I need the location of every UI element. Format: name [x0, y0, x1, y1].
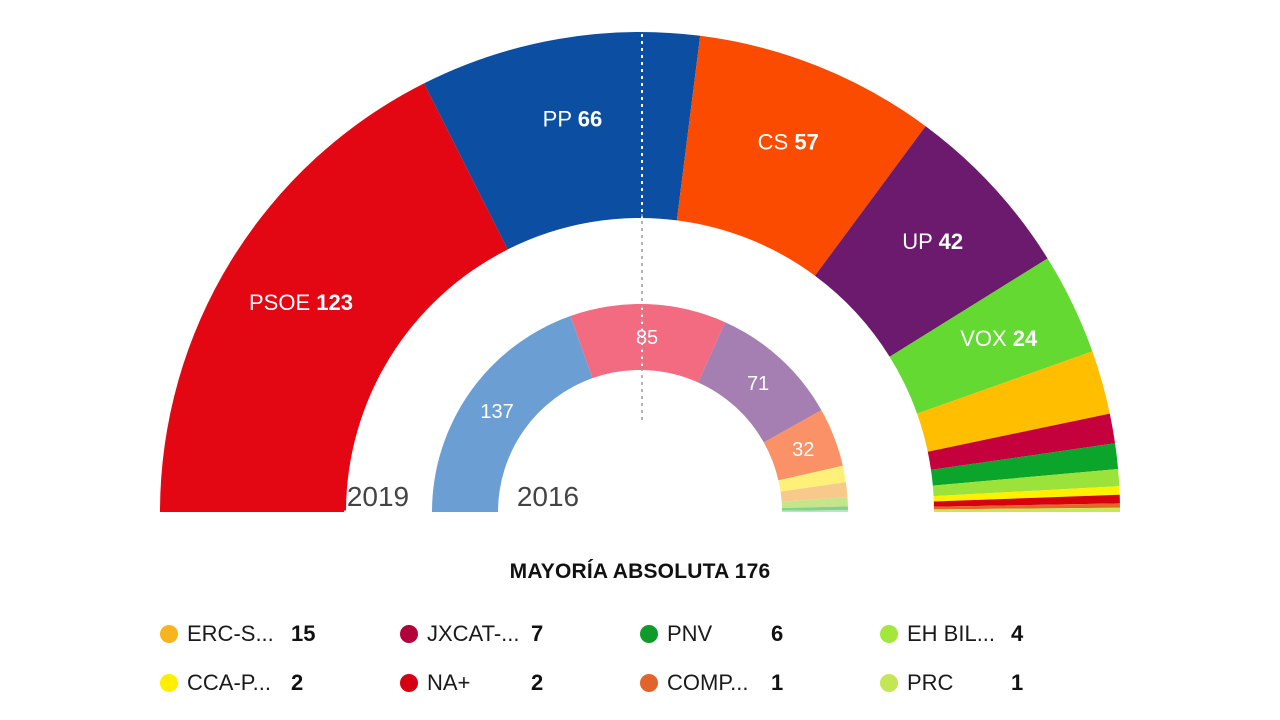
legend-swatch [160, 674, 178, 692]
segment-value: 137 [480, 401, 513, 423]
legend-seat-count: 7 [531, 621, 544, 646]
legend-item: PRC 1 [880, 669, 1041, 697]
legend-seat-count: 6 [771, 621, 784, 646]
segment-label-2019-1: PP 66 [543, 107, 603, 132]
legend-swatch [640, 625, 658, 643]
segment-name: UP [902, 229, 938, 254]
segment-label-2016-0: 137 [480, 401, 513, 423]
seat-segment-2016-4 [778, 465, 846, 492]
segment-value: 123 [316, 290, 353, 315]
legend-party-name: PRC [907, 670, 954, 695]
legend-seat-count: 1 [1011, 670, 1024, 695]
seat-segment-2016-1 [570, 304, 726, 383]
year-label-2019: 2019 [347, 481, 409, 512]
seat-segment-2019-9 [933, 486, 1120, 502]
legend-swatch [400, 625, 418, 643]
legend-item: ERC-S... 15 [160, 620, 321, 648]
seat-segment-2019-11 [933, 503, 1120, 510]
segment-value: 66 [578, 107, 602, 132]
legend-party-name: CCA-P... [187, 670, 271, 695]
legend-party-name: ERC-S... [187, 621, 274, 646]
segment-label-2016-1: 85 [636, 327, 658, 349]
legend-party-name: JXCAT-... [427, 621, 520, 646]
seat-segment-2016-8 [781, 510, 848, 512]
seat-segment-2019-5 [917, 351, 1110, 452]
legend-item: EH BIL... 4 [880, 620, 1041, 648]
year-label-2016: 2016 [517, 481, 579, 512]
legend-party-name: EH BIL... [907, 621, 996, 646]
hemicycle-svg: PSOE 123 PP 66 CS 57 UP 42 VOX 24 2019 137 85 71… [160, 31, 1120, 514]
segment-value: 71 [747, 373, 769, 395]
seat-segment-2019-12 [933, 507, 1120, 512]
seat-segment-2019-6 [927, 413, 1116, 470]
legend-item: CCA-P... 2 [160, 669, 321, 697]
legend-swatch [880, 625, 898, 643]
seat-segment-2019-3 [814, 126, 1048, 357]
seat-segment-2016-0 [432, 315, 593, 512]
segment-name: CS [758, 129, 795, 154]
seat-segment-2019-0 [160, 83, 508, 513]
segment-label-2019-4: VOX 24 [960, 326, 1038, 351]
segment-label-2019-2: CS 57 [758, 129, 819, 154]
segment-label-2016-3: 32 [792, 439, 814, 461]
segment-value: 42 [939, 229, 963, 254]
segment-name: VOX [960, 326, 1013, 351]
legend-seat-count: 1 [771, 670, 784, 695]
legend-seat-count: 15 [291, 621, 316, 646]
majority-label: MAYORÍA ABSOLUTA [509, 560, 729, 583]
seat-segment-2016-7 [781, 506, 848, 511]
legend-item: PNV 6 [640, 620, 801, 648]
seat-segment-2016-6 [781, 497, 848, 509]
seat-segment-2019-7 [930, 443, 1119, 486]
legend-seat-count: 4 [1011, 621, 1024, 646]
seat-segment-2019-10 [933, 494, 1120, 507]
legend-item: JXCAT-... 7 [400, 620, 561, 648]
legend-seat-count: 2 [291, 670, 304, 695]
seat-segment-2016-5 [780, 482, 848, 502]
segment-value: 32 [792, 439, 814, 461]
segment-label-2016-2: 71 [747, 373, 769, 395]
legend-item: NA+ 2 [400, 669, 561, 697]
seat-segment-2019-2 [676, 35, 926, 276]
seat-segment-2019-1 [424, 31, 701, 250]
seat-segment-2019-8 [932, 468, 1120, 497]
legend-party-name: NA+ [427, 670, 471, 695]
legend-swatch [640, 674, 658, 692]
segment-name: PP [543, 107, 578, 132]
legend-party-name: COMP... [667, 670, 749, 695]
majority-value: 176 [734, 560, 771, 583]
segment-name: PSOE [249, 290, 316, 315]
legend-swatch [400, 674, 418, 692]
segment-value: 24 [1013, 326, 1038, 351]
seat-segment-2016-3 [763, 410, 843, 481]
segment-value: 57 [794, 129, 818, 154]
segment-label-2019-3: UP 42 [902, 229, 963, 254]
majority-line: MAYORÍA ABSOLUTA 176 [0, 560, 1280, 584]
seat-segment-2019-4 [889, 258, 1093, 414]
legend-item: COMP... 1 [640, 669, 801, 697]
seat-segment-2016-2 [698, 322, 822, 443]
legend-seat-count: 2 [531, 670, 544, 695]
legend-swatch [160, 625, 178, 643]
legend-party-name: PNV [667, 621, 713, 646]
legend-swatch [880, 674, 898, 692]
segment-value: 85 [636, 327, 658, 349]
segment-label-2019-0: PSOE 123 [249, 290, 353, 315]
